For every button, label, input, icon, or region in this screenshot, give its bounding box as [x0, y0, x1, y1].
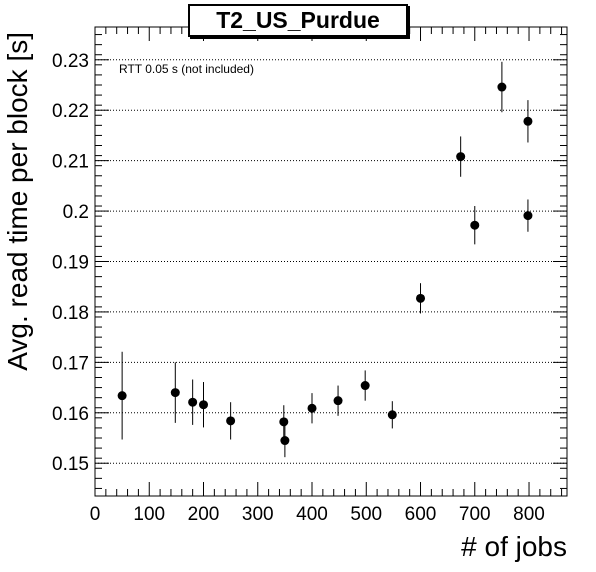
- data-point: [387, 410, 397, 420]
- data-point: [416, 293, 426, 303]
- y-tick-label: 0.21: [52, 152, 89, 173]
- x-tick-label: 500: [350, 504, 382, 525]
- data-point: [188, 397, 198, 407]
- data-point: [523, 211, 533, 221]
- y-tick-label: 0.15: [52, 454, 89, 475]
- y-tick-label: 0.22: [52, 101, 89, 122]
- plot-frame: [94, 26, 568, 497]
- y-axis-label: Avg. read time per block [s]: [2, 32, 33, 371]
- data-point: [456, 152, 466, 162]
- data-point: [497, 82, 507, 92]
- x-axis-label: # of jobs: [461, 531, 567, 562]
- x-tick-label: 300: [242, 504, 274, 525]
- x-tick-label: 400: [296, 504, 328, 525]
- x-tick-label: 200: [188, 504, 220, 525]
- data-point: [333, 396, 343, 406]
- y-tick-label: 0.16: [52, 404, 89, 425]
- x-tick-label: 800: [513, 504, 545, 525]
- data-point: [360, 381, 370, 391]
- x-tick-label: 600: [405, 504, 437, 525]
- rtt-annotation: RTT 0.05 s (not included): [119, 62, 254, 76]
- data-point: [523, 116, 533, 126]
- y-tick-label: 0.17: [52, 353, 89, 374]
- x-tick-label: 0: [90, 504, 101, 525]
- chart-title: T2_US_Purdue: [188, 4, 408, 37]
- x-tick-label: 700: [459, 504, 491, 525]
- y-tick-label: 0.19: [52, 253, 89, 274]
- axis-ticks: [94, 27, 567, 496]
- data-point: [170, 388, 180, 398]
- y-tick-label: 0.2: [63, 202, 89, 223]
- x-tick-label: 100: [133, 504, 165, 525]
- data-point: [279, 417, 289, 427]
- data-point: [470, 220, 480, 230]
- data-point: [307, 403, 317, 413]
- data-point: [199, 400, 209, 410]
- x-tick-labels: 0 100 200 300 400 500 600 700 800: [90, 504, 545, 525]
- data-point: [226, 416, 236, 426]
- data-point: [117, 391, 127, 401]
- y-tick-labels: 0.15 0.16 0.17 0.18 0.19 0.2 0.21 0.22 0.23: [52, 51, 89, 475]
- y-tick-label: 0.23: [52, 51, 89, 72]
- data-point: [280, 436, 290, 446]
- y-tick-label: 0.18: [52, 303, 89, 324]
- data-points: [117, 61, 533, 458]
- gridlines: [95, 59, 567, 464]
